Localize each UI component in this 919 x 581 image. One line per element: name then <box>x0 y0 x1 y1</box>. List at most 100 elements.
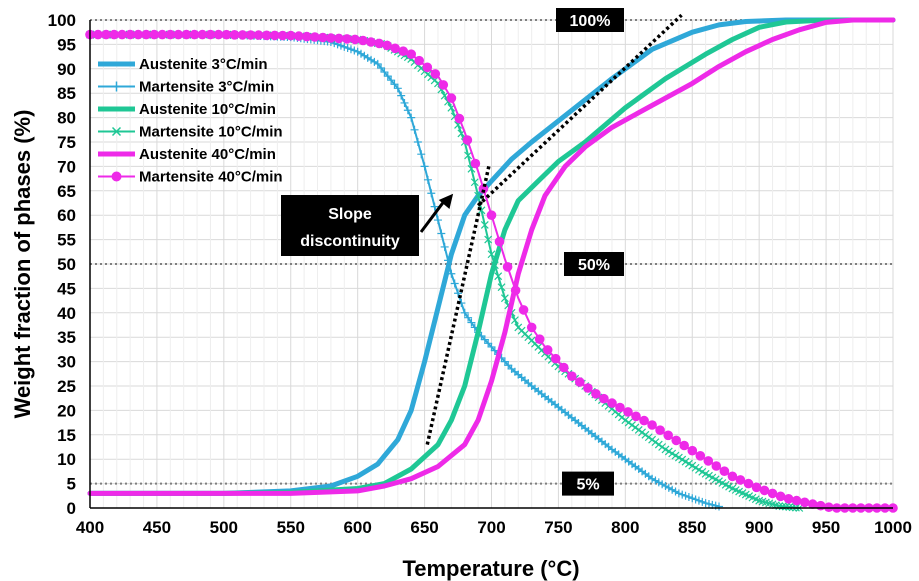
series-point <box>654 440 663 449</box>
series-point <box>450 279 459 288</box>
series-point <box>245 30 256 40</box>
series-point <box>382 40 392 51</box>
series-point <box>350 34 360 45</box>
series-point <box>286 30 296 41</box>
series-point <box>782 502 790 511</box>
series-point <box>346 45 355 54</box>
legend-label: Austenite 3°C/min <box>139 56 268 73</box>
series-point <box>440 242 449 251</box>
y-tick-label: 55 <box>57 231 76 250</box>
series-point <box>767 488 778 499</box>
series-point <box>370 57 379 66</box>
x-tick-label: 400 <box>76 518 104 537</box>
y-tick-label: 95 <box>57 35 76 54</box>
series-point <box>567 371 577 382</box>
series-point <box>671 435 681 446</box>
series-point <box>373 59 382 68</box>
series-point <box>205 29 216 40</box>
x-tick-label: 1000 <box>874 518 912 537</box>
series-point <box>390 43 400 54</box>
series-point <box>663 430 673 441</box>
series-point <box>799 497 810 508</box>
series-point <box>679 440 689 451</box>
series-point <box>383 72 392 81</box>
series-point <box>427 189 436 198</box>
series-point <box>559 362 569 373</box>
y-tick-label: 30 <box>57 353 76 372</box>
series-point <box>406 49 417 59</box>
series-point <box>695 451 706 461</box>
series-point <box>624 418 633 427</box>
series-point <box>398 46 409 56</box>
series-point <box>387 76 396 85</box>
series-point <box>490 261 499 270</box>
series-point <box>410 125 419 134</box>
series-point <box>743 478 754 489</box>
x-tick-label: 700 <box>477 518 505 537</box>
series-point <box>464 151 473 160</box>
series-point <box>407 113 416 122</box>
series-point <box>658 480 667 489</box>
x-tick-label: 500 <box>210 518 238 537</box>
series-point <box>470 158 481 169</box>
series-point <box>342 34 352 44</box>
series-point <box>237 30 248 40</box>
series-point <box>704 499 713 508</box>
series-point <box>494 236 505 247</box>
y-tick-label: 40 <box>57 304 76 323</box>
series-point <box>417 150 426 159</box>
series-point <box>641 430 650 439</box>
y-tick-label: 85 <box>57 84 76 103</box>
x-tick-label: 450 <box>143 518 171 537</box>
series-point <box>149 29 159 40</box>
series-point <box>197 29 208 40</box>
annotation-arrow <box>419 198 447 233</box>
series-point <box>735 475 746 485</box>
annotation-arrowhead <box>438 193 454 210</box>
series-point <box>651 476 660 485</box>
reference-label: 100% <box>570 13 611 30</box>
series-group <box>85 29 898 513</box>
series-point <box>141 29 151 40</box>
x-axis-title: Temperature (°C) <box>402 556 579 581</box>
series-point <box>336 41 345 50</box>
x-tick-label: 850 <box>678 518 706 537</box>
series-point <box>648 435 657 444</box>
x-tick-label: 950 <box>812 518 840 537</box>
series-point <box>414 55 425 66</box>
series-point <box>430 202 439 211</box>
annotation-box <box>281 195 419 256</box>
y-tick-label: 100 <box>48 11 76 30</box>
series-point <box>719 466 730 477</box>
series-point <box>691 495 700 504</box>
series-point <box>422 62 433 73</box>
series-point <box>433 216 442 225</box>
legend-marker <box>111 126 122 137</box>
series-point <box>393 84 402 93</box>
y-tick-label: 20 <box>57 401 76 420</box>
tangent-line <box>476 13 683 207</box>
series-point <box>651 438 660 447</box>
series-point <box>423 175 432 184</box>
series-point <box>444 256 453 265</box>
series-point <box>681 491 690 500</box>
slope-annotation: Slope discontinuity <box>281 193 454 256</box>
series-point <box>413 138 422 146</box>
series-point <box>363 53 372 62</box>
series-point <box>711 461 722 471</box>
series-point <box>785 503 794 511</box>
series-point <box>261 30 272 41</box>
series-point <box>668 485 677 494</box>
series-point <box>93 29 103 40</box>
reference-label: 50% <box>578 257 610 274</box>
series-point <box>480 221 489 229</box>
series-point <box>698 497 707 506</box>
reference-label-box <box>564 252 624 276</box>
series-point <box>623 407 633 417</box>
series-point <box>353 47 362 56</box>
series-group <box>87 17 896 496</box>
tangent-lines <box>425 13 683 445</box>
x-tick-label: 800 <box>611 518 639 537</box>
series-point <box>674 489 683 498</box>
